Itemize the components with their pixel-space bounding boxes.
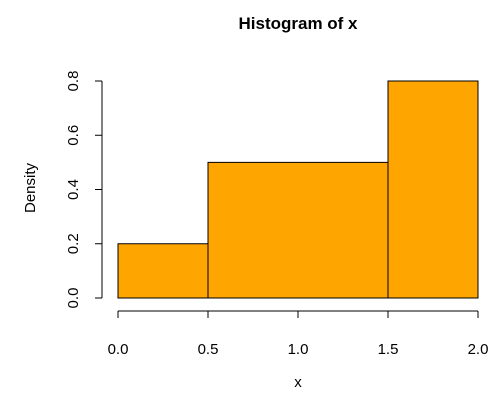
y-tick-label: 0.4 [65,179,82,200]
histogram-bar-1 [117,243,209,299]
x-axis-label: x [294,374,302,391]
y-tick-label: 0.0 [65,288,82,309]
y-tick-label: 0.8 [65,71,82,92]
histogram-bar-3 [387,80,479,299]
y-tick-label: 0.2 [65,233,82,254]
y-axis: 0.0 0.2 0.4 0.6 0.8 [65,71,103,309]
bars-layer [117,80,479,299]
x-tick-label: 1.5 [378,341,399,358]
x-tick-label: 0.5 [198,341,219,358]
x-tick-label: 2.0 [468,341,489,358]
histogram-bar-2 [207,161,389,299]
x-axis: 0.0 0.5 1.0 1.5 2.0 [108,310,489,358]
x-tick-label: 1.0 [288,341,309,358]
y-axis-label: Density [22,162,39,213]
y-tick-label: 0.6 [65,125,82,146]
chart-title: Histogram of x [238,14,358,33]
x-tick-label: 0.0 [108,341,129,358]
